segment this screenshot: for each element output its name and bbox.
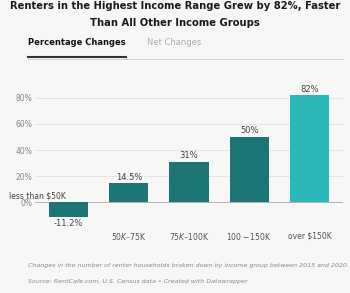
Text: 31%: 31%: [180, 151, 198, 160]
Text: 14.5%: 14.5%: [116, 173, 142, 182]
Bar: [49, 202, 88, 217]
Text: Renters in the Highest Income Range Grew by 82%, Faster: Renters in the Highest Income Range Grew…: [10, 1, 340, 11]
Text: less than $50K: less than $50K: [9, 191, 65, 200]
Text: 82%: 82%: [300, 85, 319, 93]
Bar: [169, 162, 209, 202]
Bar: [230, 137, 269, 202]
Text: Percentage Changes: Percentage Changes: [28, 38, 126, 47]
Text: 50%: 50%: [240, 126, 258, 135]
Text: -11.2%: -11.2%: [54, 219, 83, 228]
Text: Than All Other Income Groups: Than All Other Income Groups: [90, 18, 260, 28]
Text: Net Changes: Net Changes: [147, 38, 201, 47]
Bar: [290, 95, 329, 202]
Text: Source: RentCafe.com, U.S. Census data • Created with Datawrapper: Source: RentCafe.com, U.S. Census data •…: [28, 279, 247, 284]
Text: Changes in the number of renter households broken down by income group between 2: Changes in the number of renter househol…: [28, 263, 349, 268]
Bar: [109, 183, 148, 202]
